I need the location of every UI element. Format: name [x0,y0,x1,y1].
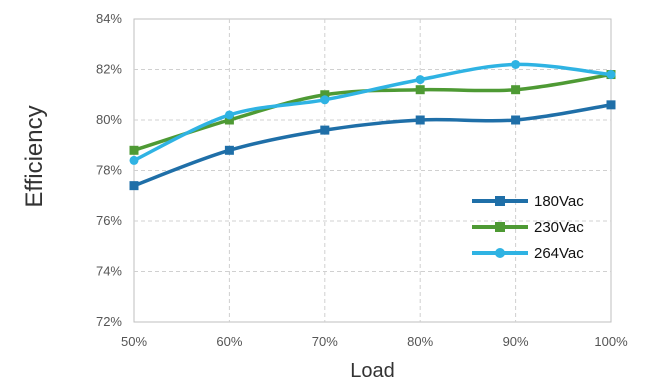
y-axis-title: Efficiency [21,105,48,207]
data-point [511,59,521,69]
legend-label: 264Vac [534,245,584,262]
legend-label: 180Vac [534,193,584,210]
legend-item: 180Vac [472,193,584,210]
data-point [129,145,139,155]
data-point [129,155,139,165]
series-264Vac [129,59,616,165]
data-point [129,181,139,191]
series-180Vac [129,100,616,191]
data-point [606,70,616,80]
x-tick-label: 100% [594,334,628,349]
x-tick-label: 50% [121,334,147,349]
data-point [224,110,234,120]
y-tick-label: 74% [96,264,122,279]
data-point [511,115,521,125]
data-point [224,115,234,125]
series-line [132,103,613,188]
data-point [511,85,521,95]
x-axis-ticks: 50% 60% 70% 80% 90% 100% [121,334,628,349]
y-tick-label: 76% [96,213,122,228]
data-point [320,90,330,100]
y-tick-label: 80% [96,112,122,127]
legend-swatch-marker [495,196,505,206]
legend: 180Vac 230Vac 264Vac [472,193,584,262]
y-axis-ticks: 72% 74% 76% 78% 80% 82% 84% [96,11,122,329]
legend-item: 230Vac [472,219,584,236]
legend-item: 264Vac [472,245,584,262]
data-point [224,145,234,155]
data-point [415,85,425,95]
legend-swatch-marker [495,248,505,258]
data-point [606,100,616,110]
x-tick-label: 90% [503,334,529,349]
y-tick-label: 84% [96,11,122,26]
data-point [320,125,330,135]
legend-swatch-marker [495,222,505,232]
y-tick-label: 72% [96,314,122,329]
y-tick-label: 78% [96,163,122,178]
series-layer [129,59,616,191]
data-point [415,75,425,85]
series-line [132,62,613,163]
data-point [320,95,330,105]
legend-label: 230Vac [534,219,584,236]
y-tick-label: 82% [96,62,122,77]
x-tick-label: 70% [312,334,338,349]
x-tick-label: 60% [216,334,242,349]
x-tick-label: 80% [407,334,433,349]
data-point [415,115,425,125]
x-axis-title: Load [350,360,395,380]
